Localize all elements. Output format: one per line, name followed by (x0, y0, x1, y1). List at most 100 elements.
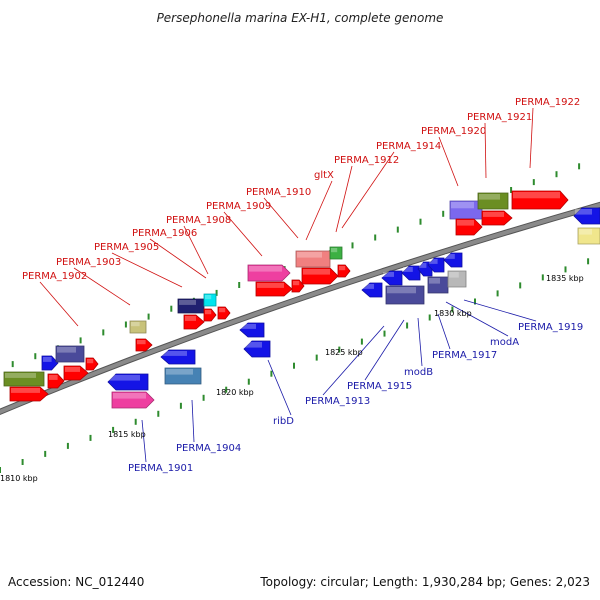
gene-highlight (65, 367, 80, 372)
gene-arrow (203, 293, 217, 307)
gene-arrow (381, 270, 403, 286)
tick-mark (374, 234, 377, 241)
tick-mark (215, 289, 218, 296)
gene-highlight (162, 351, 187, 356)
gene-highlight (445, 254, 455, 259)
ruler-label: 1835 kbp (546, 274, 584, 283)
tick-mark (474, 298, 476, 305)
gene-arrow (427, 276, 449, 294)
gene-label-top: PERMA_1922 (515, 97, 580, 108)
gene-arrow (243, 340, 271, 358)
gene-highlight (49, 375, 58, 380)
gene-arrow (511, 190, 569, 210)
gene-highlight (575, 209, 592, 215)
gene-arrow (577, 227, 600, 245)
gene-label-top: PERMA_1906 (132, 228, 197, 239)
gene-highlight (131, 322, 140, 327)
leader-line (183, 225, 209, 275)
gene-label-top: PERMA_1910 (246, 187, 311, 198)
gene-highlight (297, 252, 322, 258)
gene-highlight (166, 369, 193, 375)
leader-line (305, 180, 333, 241)
ruler-label: 1825 kbp (325, 348, 363, 357)
gene-highlight (87, 359, 94, 364)
leader-line (341, 151, 395, 229)
gene-label-top: PERMA_1908 (166, 215, 231, 226)
leader-line (223, 211, 263, 257)
gene-arrow (217, 306, 231, 320)
gene-highlight (339, 266, 346, 271)
tick-mark (147, 313, 150, 320)
gene-highlight (57, 347, 76, 353)
gene-arrow (401, 265, 421, 281)
ruler-label: 1815 kbp (108, 430, 146, 439)
leader-line (529, 107, 534, 169)
gene-highlight (451, 202, 474, 209)
gene-highlight (457, 220, 474, 226)
gene-highlight (185, 316, 196, 321)
gene-arrow (3, 371, 45, 387)
tick-mark (419, 218, 422, 225)
tick-mark (510, 187, 513, 193)
tick-mark (519, 282, 522, 289)
gene-highlight (245, 342, 262, 348)
tick-mark (225, 386, 228, 393)
gene-label-bottom: PERMA_1917 (432, 350, 497, 361)
gene-highlight (11, 388, 40, 393)
tick-mark (11, 361, 14, 368)
backbone-outline (0, 201, 600, 416)
tick-mark (179, 402, 182, 409)
gene-highlight (579, 229, 592, 235)
gene-label-bottom: PERMA_1904 (176, 443, 241, 454)
leader-line (463, 299, 537, 322)
gene-arrow (385, 285, 425, 305)
tick-mark (238, 282, 241, 288)
label-leader-lines (39, 107, 537, 463)
leader-line (141, 419, 147, 463)
gene-highlight (109, 375, 140, 381)
tick-mark (66, 442, 69, 449)
gene-highlight (257, 283, 284, 288)
tick-marks (0, 163, 590, 473)
gene-arrow (481, 210, 513, 226)
gene-arrow (447, 270, 467, 288)
gene-arrow (443, 252, 463, 268)
gene-highlight (43, 357, 52, 362)
tick-mark (428, 314, 431, 321)
gene-arrow (247, 264, 291, 282)
gene-label-bottom: PERMA_1913 (305, 396, 370, 407)
gene-highlight (249, 266, 282, 272)
gene-arrow (41, 355, 59, 371)
tick-mark (293, 362, 295, 369)
gene-highlight (137, 340, 146, 345)
tick-mark (587, 258, 590, 265)
gene-label-top: PERMA_1920 (421, 126, 486, 137)
gene-labels: PERMA_1902 PERMA_1903 PERMA_1905 PERMA_1906… (22, 97, 583, 474)
gene-highlight (479, 194, 500, 200)
tick-mark (112, 426, 115, 433)
gene-label-top: PERMA_1905 (94, 242, 159, 253)
gene-label-top: PERMA_1903 (56, 257, 121, 268)
tick-mark (396, 226, 399, 233)
gene-highlight (419, 263, 427, 268)
leader-line (322, 325, 385, 396)
gene-label-bottom: modA (490, 337, 519, 348)
gene-label-top: PERMA_1902 (22, 271, 87, 282)
gene-arrow (63, 365, 89, 381)
gene-label-top: PERMA_1909 (206, 201, 271, 212)
leader-line (445, 301, 509, 337)
gene-arrow (329, 246, 343, 260)
gene-arrow (295, 250, 331, 268)
leader-line (111, 252, 183, 288)
leader-line (263, 197, 299, 239)
tick-mark (496, 290, 499, 297)
gene-arrow (107, 373, 149, 391)
gene-highlight (293, 281, 300, 286)
gene-label-bottom: PERMA_1919 (518, 322, 583, 333)
tick-mark (157, 410, 160, 417)
gene-highlight (179, 300, 196, 305)
gene-highlight (205, 295, 212, 300)
leader-line (438, 136, 459, 187)
gene-arrow (135, 338, 153, 352)
